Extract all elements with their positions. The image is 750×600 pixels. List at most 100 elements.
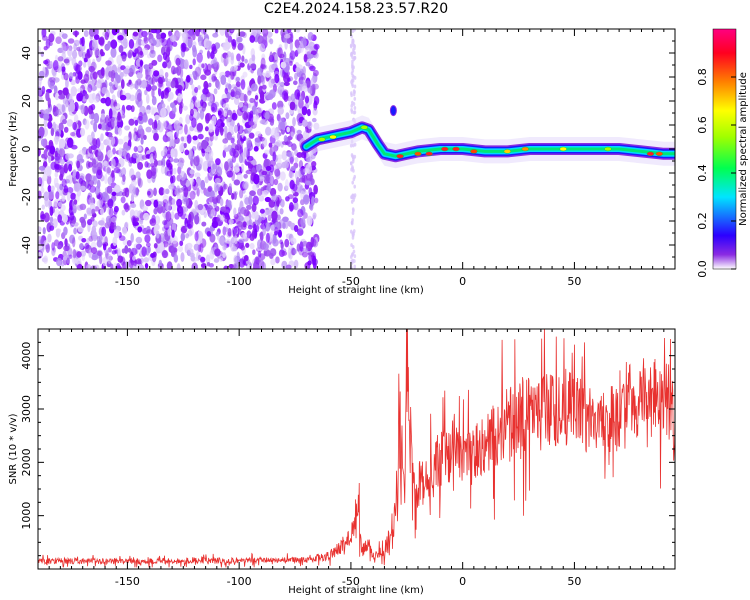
noise-blob: [164, 71, 169, 78]
noise-blob: [228, 183, 233, 194]
noise-blob: [121, 191, 127, 197]
noise-blob: [233, 207, 237, 216]
noise-blob: [312, 69, 319, 77]
noise-blob: [62, 214, 68, 223]
noise-blob: [188, 213, 192, 223]
noise-blob: [199, 242, 204, 253]
noise-blob: [194, 214, 200, 225]
noise-blob: [304, 95, 310, 104]
noise-blob: [301, 174, 306, 184]
noise-blob: [267, 214, 272, 222]
noise-blob: [76, 160, 81, 169]
noise-blob: [351, 78, 354, 83]
noise-blob: [185, 242, 193, 250]
noise-blob: [110, 216, 117, 223]
noise-blob: [274, 226, 279, 236]
noise-blob: [257, 250, 262, 259]
noise-blob: [125, 104, 132, 111]
noise-blob: [101, 191, 108, 201]
noise-blob: [158, 38, 162, 47]
noise-blob: [245, 169, 253, 175]
x-tick-label: -50: [342, 575, 360, 588]
noise-blob: [121, 167, 127, 177]
noise-blob: [88, 65, 95, 73]
noise-blob: [120, 65, 126, 71]
noise-blob: [153, 207, 158, 215]
noise-blob: [40, 138, 45, 147]
noise-blob: [133, 127, 137, 134]
noise-blob: [116, 74, 121, 84]
noise-blob: [352, 249, 356, 254]
noise-blob: [38, 165, 46, 171]
noise-blob: [76, 251, 82, 258]
noise-blob: [157, 122, 164, 133]
noise-blob: [126, 239, 132, 247]
noise-blob: [263, 243, 269, 250]
noise-blob: [121, 209, 126, 216]
noise-blob: [93, 34, 100, 40]
noise-blob: [61, 69, 66, 76]
noise-blob: [251, 29, 258, 36]
noise-blob: [40, 186, 45, 194]
noise-blob: [246, 137, 252, 149]
noise-blob: [144, 262, 149, 269]
noise-blob: [75, 171, 80, 180]
noise-blob: [58, 148, 66, 158]
noise-blob: [306, 108, 311, 117]
noise-blob: [265, 126, 272, 136]
noise-blob: [276, 154, 283, 160]
noise-blob: [248, 132, 255, 139]
noise-blob: [175, 57, 181, 66]
noise-blob: [83, 213, 87, 220]
noise-blob: [100, 142, 105, 151]
noise-blob: [223, 110, 228, 118]
y-tick-label: 2000: [20, 448, 33, 476]
noise-blob: [187, 39, 193, 49]
noise-blob: [63, 245, 70, 252]
noise-blob: [289, 50, 296, 60]
noise-blob: [211, 73, 217, 83]
noise-blob: [217, 110, 222, 116]
x-tick-label: -100: [227, 275, 252, 288]
noise-blob: [143, 64, 150, 70]
noise-blob: [353, 75, 357, 80]
y-tick-label: 3000: [20, 395, 33, 423]
noise-blob: [222, 103, 230, 109]
noise-blob: [351, 218, 354, 223]
noise-blob: [156, 33, 161, 40]
noise-blob: [261, 118, 266, 124]
noise-blob: [242, 232, 248, 240]
noise-blob: [222, 252, 227, 258]
noise-blob: [230, 137, 235, 144]
noise-blob: [93, 121, 98, 133]
noise-blob: [43, 59, 49, 65]
noise-blob: [265, 232, 270, 244]
noise-blob: [132, 217, 137, 226]
noise-blob: [192, 58, 196, 66]
noise-blob: [152, 150, 157, 161]
noise-blob: [145, 69, 149, 80]
noise-blob: [351, 245, 355, 250]
noise-blob: [146, 109, 151, 114]
noise-blob: [124, 202, 130, 213]
noise-blob: [166, 159, 171, 168]
spectrogram-y-ticks: -40 -20 0 20 40: [20, 28, 675, 270]
noise-blob: [113, 209, 118, 215]
noise-blob: [146, 169, 153, 180]
noise-blob: [150, 252, 156, 259]
noise-blob: [287, 247, 292, 259]
snr-x-ticks: -150 -100 -50 0 50: [37, 329, 676, 588]
noise-blob: [352, 65, 355, 70]
noise-blob: [171, 198, 176, 205]
noise-blob: [283, 135, 288, 143]
noise-blob: [139, 219, 144, 225]
noise-blob: [301, 251, 308, 258]
noise-blob: [183, 142, 187, 149]
noise-blob: [107, 176, 113, 186]
noise-blob: [38, 70, 45, 78]
noise-blob: [235, 76, 241, 82]
noise-blob: [223, 227, 229, 232]
noise-blob: [300, 167, 304, 175]
noise-blob: [110, 158, 116, 169]
noise-blob: [226, 131, 232, 141]
